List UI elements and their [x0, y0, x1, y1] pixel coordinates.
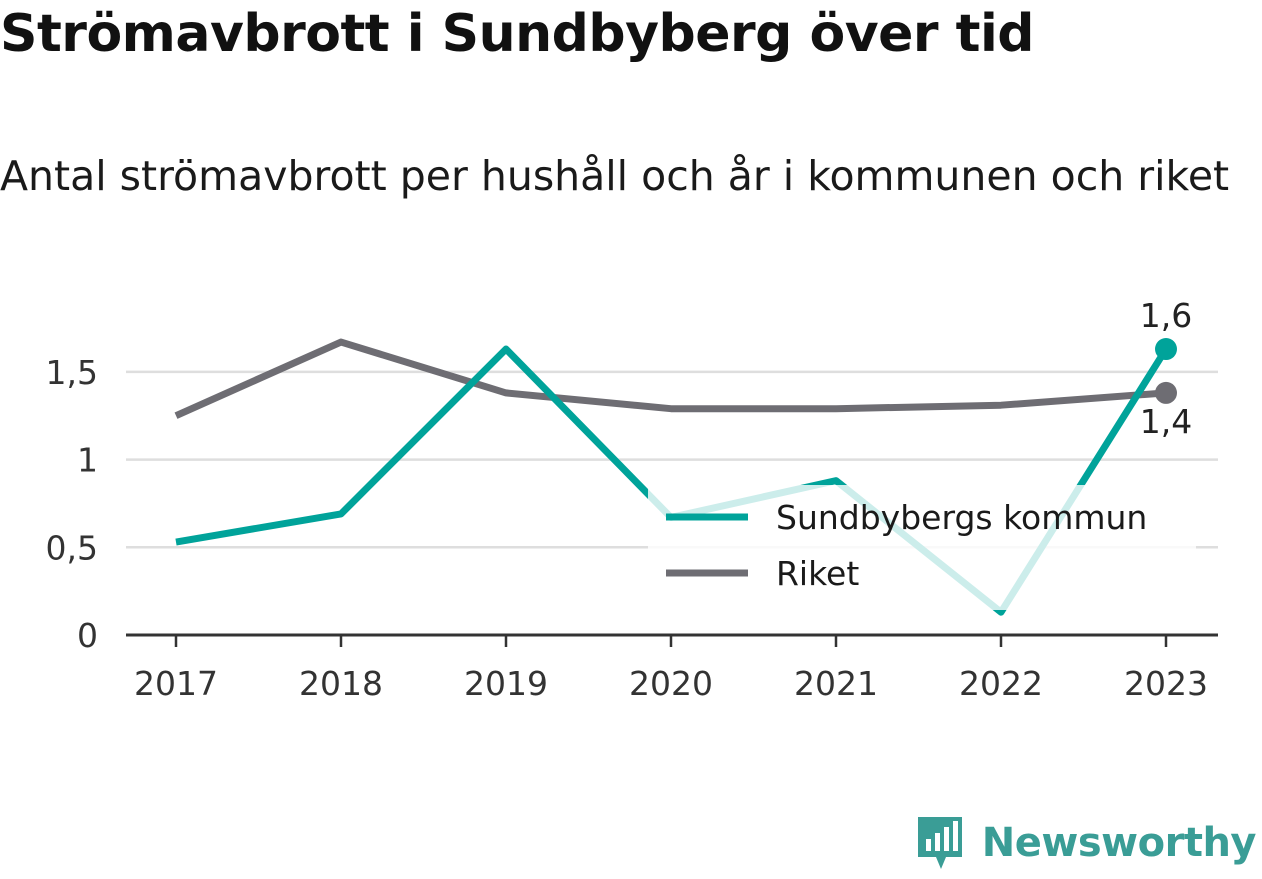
- end-point-marker: [1155, 338, 1177, 361]
- y-tick-label: 1,5: [46, 353, 98, 392]
- y-tick-label: 0: [77, 616, 98, 655]
- x-tick-label: 2021: [794, 664, 878, 703]
- x-tick-label: 2020: [629, 664, 713, 703]
- series-line-riket: [174, 338, 1167, 419]
- x-tick-label: 2017: [134, 664, 218, 703]
- chart-title: Strömavbrott i Sundbyberg över tid: [0, 4, 1035, 64]
- brand: Newsworthy: [916, 813, 1257, 873]
- end-value-label: 1,4: [1140, 402, 1192, 441]
- end-value-label: 1,6: [1140, 296, 1192, 335]
- newsworthy-logo-icon: [917, 817, 962, 869]
- x-tick-label: 2019: [464, 664, 548, 703]
- x-tick-label: 2023: [1124, 664, 1208, 703]
- legend-label: Riket: [776, 554, 859, 593]
- brand-name: Newsworthy: [981, 820, 1257, 866]
- end-point-marker: [1155, 381, 1177, 404]
- x-tick-label: 2018: [299, 664, 383, 703]
- x-tick-label: 2022: [959, 664, 1043, 703]
- chart-subtitle: Antal strömavbrott per hushåll och år i …: [0, 152, 1230, 200]
- legend-label: Sundbybergs kommun: [776, 498, 1147, 537]
- y-tick-label: 1: [77, 441, 98, 480]
- y-tick-label: 0,5: [46, 528, 98, 567]
- legend-background: [648, 485, 1196, 610]
